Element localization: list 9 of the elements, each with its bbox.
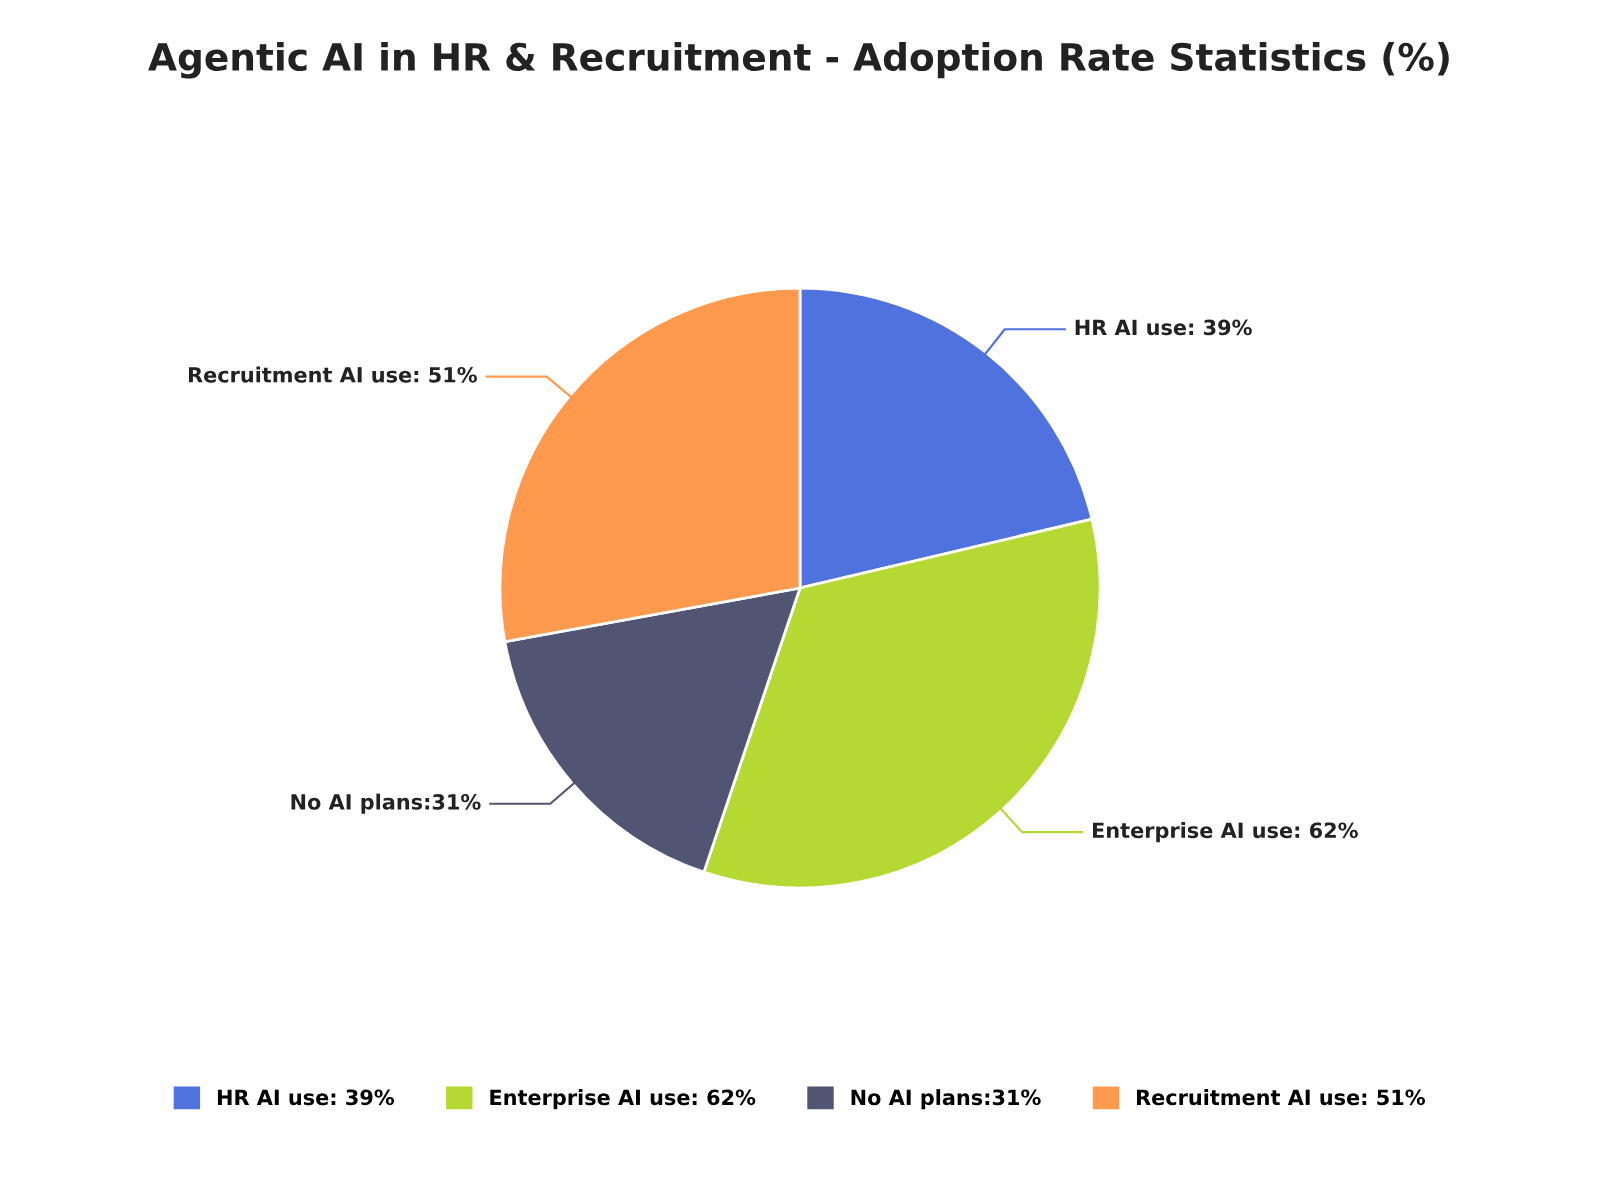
slice-label: No AI plans:31% xyxy=(291,793,481,814)
legend-label: No AI plans:31% xyxy=(851,1089,1041,1110)
chart-title: Agentic AI in HR & Recruitment - Adoption Rate Statistics (%) xyxy=(148,42,1449,79)
slice-label: Recruitment AI use: 51% xyxy=(188,366,477,383)
legend-label: HR AI use: 39% xyxy=(217,1089,395,1106)
legend-label: Enterprise AI use: 62% xyxy=(490,1089,756,1110)
legend-label: Recruitment AI use: 51% xyxy=(1137,1089,1425,1106)
slice-label: HR AI use: 39% xyxy=(1075,319,1252,336)
slice-label: Enterprise AI use: 62% xyxy=(1092,822,1358,843)
